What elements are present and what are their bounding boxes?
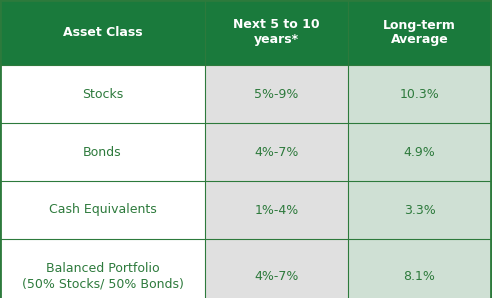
Text: Asset Class: Asset Class	[62, 26, 142, 39]
Bar	[348, 181, 491, 239]
Text: 4%-7%: 4%-7%	[254, 145, 299, 159]
Text: 8.1%: 8.1%	[403, 270, 435, 283]
Text: Long-term
Average: Long-term Average	[383, 18, 456, 46]
Bar	[0, 65, 205, 123]
Text: 4.9%: 4.9%	[403, 145, 435, 159]
Bar	[348, 65, 491, 123]
Text: 5%-9%: 5%-9%	[254, 88, 299, 100]
Bar	[0, 181, 205, 239]
Bar	[348, 0, 491, 65]
Bar	[205, 181, 348, 239]
Bar	[205, 123, 348, 181]
Bar	[205, 65, 348, 123]
Text: Balanced Portfolio
(50% Stocks/ 50% Bonds): Balanced Portfolio (50% Stocks/ 50% Bond…	[22, 263, 184, 291]
Bar	[348, 239, 491, 298]
Bar	[0, 0, 205, 65]
Bar	[205, 239, 348, 298]
Bar	[205, 0, 348, 65]
Bar	[348, 123, 491, 181]
Text: Cash Equivalents: Cash Equivalents	[49, 204, 156, 217]
Text: Stocks: Stocks	[82, 88, 123, 100]
Text: 3.3%: 3.3%	[403, 204, 435, 217]
Text: Bonds: Bonds	[83, 145, 122, 159]
Bar	[0, 239, 205, 298]
Text: 10.3%: 10.3%	[400, 88, 439, 100]
Text: Next 5 to 10
years*: Next 5 to 10 years*	[233, 18, 320, 46]
Text: 1%-4%: 1%-4%	[254, 204, 299, 217]
Bar	[0, 123, 205, 181]
Text: 4%-7%: 4%-7%	[254, 270, 299, 283]
